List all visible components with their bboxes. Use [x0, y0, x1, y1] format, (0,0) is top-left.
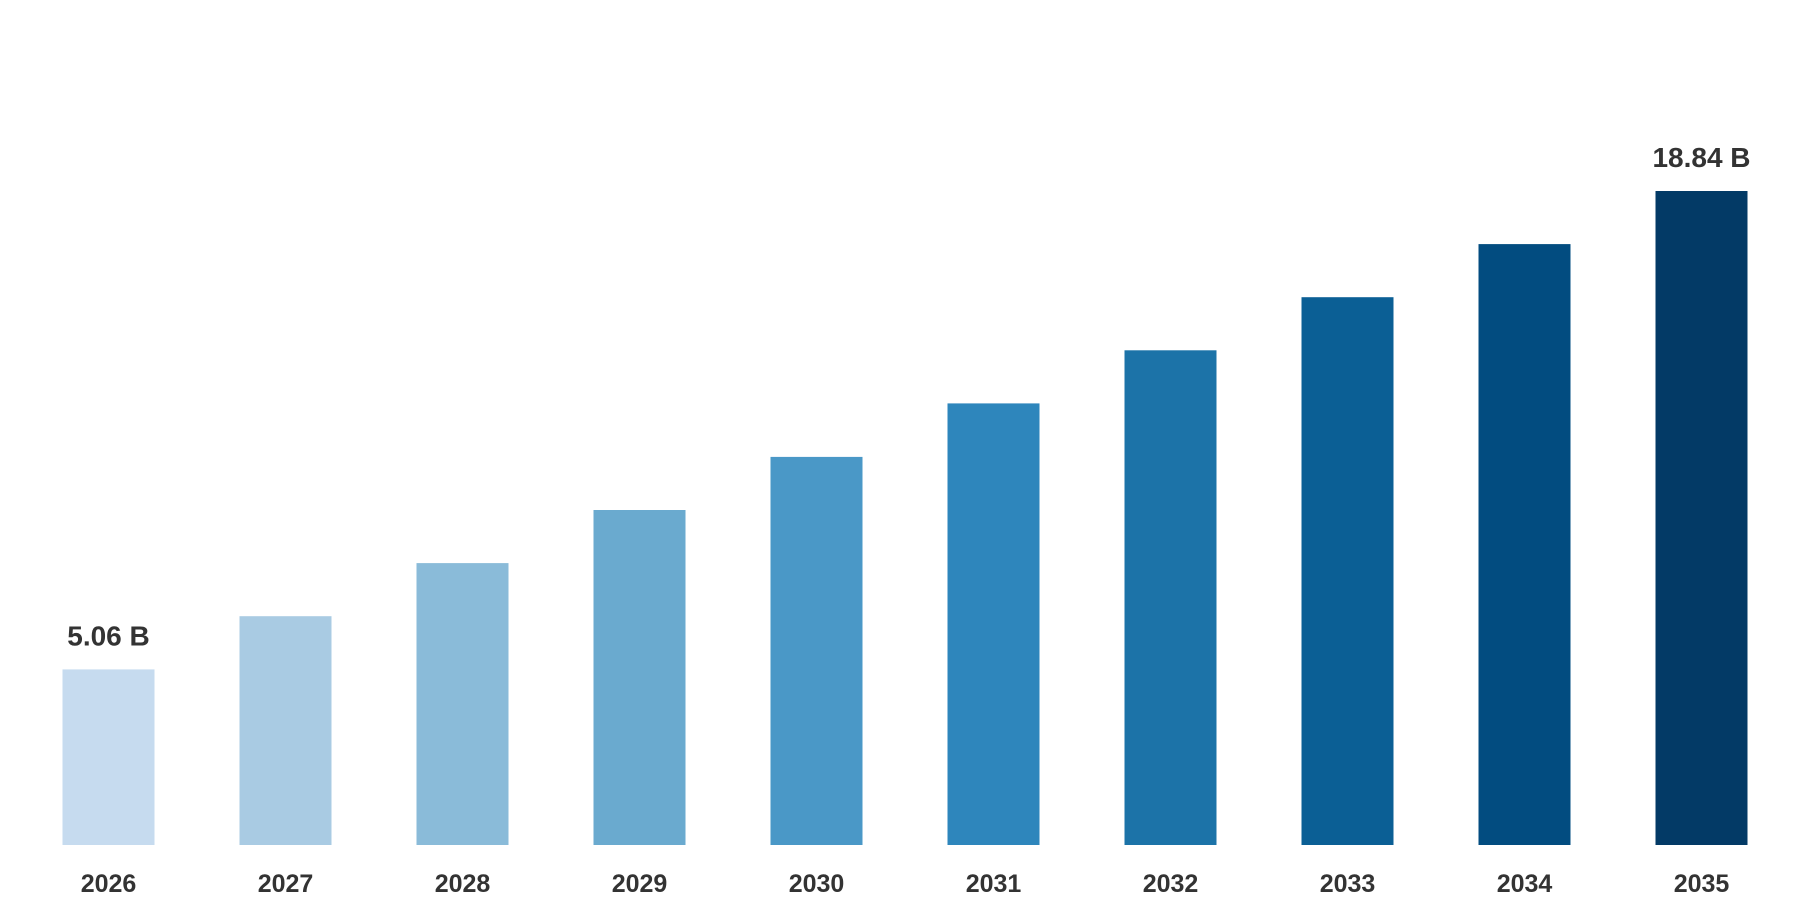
x-tick-label-2034: 2034 [1497, 870, 1553, 898]
x-tick-label-2026: 2026 [81, 870, 137, 898]
x-tick-label-2028: 2028 [435, 870, 491, 898]
x-tick-label-2035: 2035 [1674, 870, 1730, 898]
bar-2034 [1478, 244, 1571, 846]
x-tick-label-2030: 2030 [789, 870, 845, 898]
x-axis-tick-labels: 2026 2027 2028 2029 2030 2031 2032 2033 2034 2035 [81, 870, 1730, 898]
x-tick-label-2029: 2029 [612, 870, 668, 898]
bar-2031 [947, 403, 1040, 845]
bar-2029 [593, 510, 686, 845]
x-tick-label-2031: 2031 [966, 870, 1022, 898]
x-tick-label-2027: 2027 [258, 870, 314, 898]
bar-2027 [239, 616, 332, 845]
bar-2030 [770, 456, 863, 845]
bars-group [62, 191, 1748, 846]
bar-2026 [62, 669, 155, 845]
bar-2032 [1124, 350, 1217, 845]
data-label-2035: 18.84 B [1652, 142, 1750, 173]
data-label-2026: 5.06 B [67, 620, 150, 651]
bar-2033 [1301, 297, 1394, 845]
data-labels-group: 5.06 B 18.84 B [67, 142, 1750, 651]
x-tick-label-2032: 2032 [1143, 870, 1199, 898]
x-tick-label-2033: 2033 [1320, 870, 1376, 898]
bar-2035 [1655, 191, 1748, 845]
bar-2028 [416, 563, 509, 845]
